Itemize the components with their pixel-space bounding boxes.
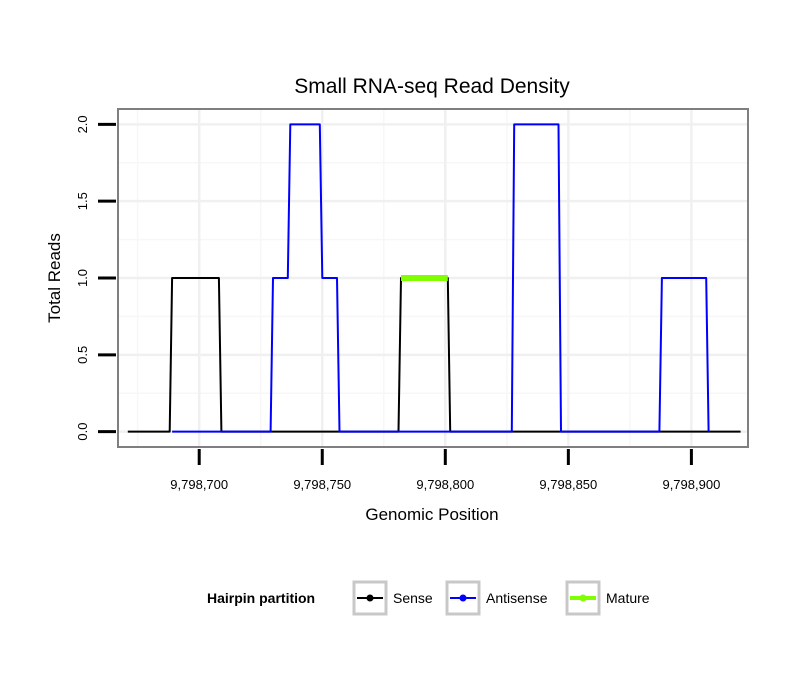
x-tick-label: 9,798,900 xyxy=(662,477,720,492)
x-tick-label: 9,798,800 xyxy=(416,477,474,492)
legend-item-mature: Mature xyxy=(565,580,650,616)
y-axis-title: Total Reads xyxy=(45,233,64,323)
y-axis: 0.0 0.5 1.0 1.5 2.0 xyxy=(75,115,116,441)
plot-panel-border xyxy=(117,108,749,448)
y-tick-label: 1.5 xyxy=(75,192,90,210)
x-tick-label: 9,798,850 xyxy=(539,477,597,492)
data-series xyxy=(127,123,741,433)
legend-label: Sense xyxy=(393,590,433,606)
y-tick-label: 2.0 xyxy=(75,115,90,133)
legend: Hairpin partition Sense Antisense Mature xyxy=(207,580,650,616)
legend-label: Antisense xyxy=(486,590,548,606)
legend-item-sense: Sense xyxy=(352,580,433,616)
y-tick-label: 0.0 xyxy=(75,423,90,441)
x-axis: 9,798,700 9,798,750 9,798,800 9,798,850 9,79… xyxy=(170,449,720,492)
chart-title: Small RNA-seq Read Density xyxy=(294,75,570,98)
y-tick-label: 1.0 xyxy=(75,269,90,287)
x-axis-title: Genomic Position xyxy=(365,505,498,524)
y-tick-label: 0.5 xyxy=(75,346,90,364)
legend-item-antisense: Antisense xyxy=(445,580,548,616)
legend-key-point xyxy=(579,594,587,602)
legend-title: Hairpin partition xyxy=(207,590,315,606)
series-line-antisense xyxy=(172,123,710,433)
legend-key-point xyxy=(459,594,467,602)
series-line-sense xyxy=(127,277,741,433)
x-tick-label: 9,798,700 xyxy=(170,477,228,492)
x-tick-label: 9,798,750 xyxy=(293,477,351,492)
legend-key-point xyxy=(366,594,374,602)
legend-label: Mature xyxy=(606,590,650,606)
